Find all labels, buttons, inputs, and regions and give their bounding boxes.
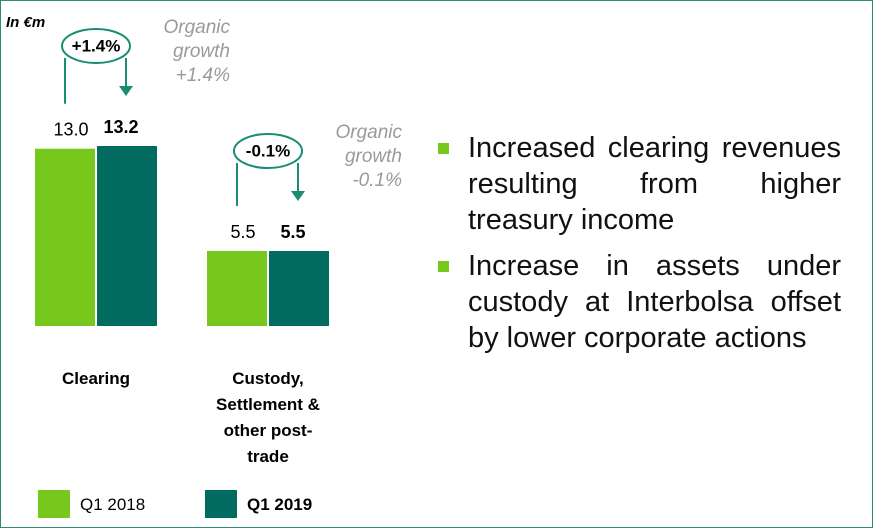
bar xyxy=(35,148,95,326)
bullet-list: Increased clearing revenues resulting fr… xyxy=(436,130,841,366)
category-label: Custody, Settlement & other post-trade xyxy=(216,369,320,466)
growth-note: Organic growth -0.1% xyxy=(335,122,402,191)
bullet: Increased clearing revenues resulting fr… xyxy=(436,130,841,238)
value-label: 13.2 xyxy=(103,117,138,137)
growth-ellipse xyxy=(233,133,303,169)
value-label: 5.5 xyxy=(280,222,305,242)
growth-label: +1.4% xyxy=(72,36,121,55)
growth-ellipse xyxy=(61,28,131,64)
legend-label: Q1 2019 xyxy=(247,495,313,514)
legend-swatch xyxy=(38,490,70,518)
legend-label: Q1 2018 xyxy=(80,495,146,514)
unit-label: In €m xyxy=(6,14,46,31)
arrow-head xyxy=(291,191,305,201)
value-label: 13.0 xyxy=(53,119,88,139)
bar xyxy=(97,146,157,326)
growth-label: -0.1% xyxy=(246,141,290,160)
legend-swatch xyxy=(205,490,237,518)
bar xyxy=(207,251,267,326)
arrow-head xyxy=(119,86,133,96)
bullet: Increase in assets under custody at Inte… xyxy=(436,248,841,356)
bar xyxy=(269,251,329,326)
growth-note: Organic growth +1.4% xyxy=(163,17,230,86)
category-label: Clearing xyxy=(61,369,131,388)
value-label: 5.5 xyxy=(230,222,255,242)
